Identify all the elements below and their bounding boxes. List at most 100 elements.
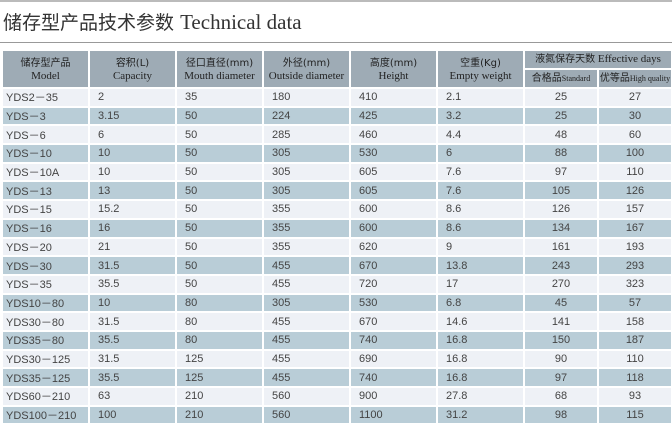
cell-height: 900 [351,388,436,405]
cell-mouth-diameter: 50 [177,145,262,162]
header-high-quality: 优等品High quality [599,70,671,87]
cell-days-high-quality: 167 [599,219,671,237]
header-capacity: 容积(L) Capacity [90,51,175,87]
cell-days-high-quality: 110 [599,350,671,368]
cell-outside-diameter: 180 [264,89,349,106]
cell-capacity: 21 [90,238,175,256]
cell-capacity: 3.15 [90,107,175,125]
header-model: 储存型产品 Model [3,51,88,87]
cell-outside-diameter: 455 [264,331,349,349]
cell-height: 690 [351,350,436,368]
cell-model: YDS100－210 [3,406,88,424]
table-row: YDS100－210 100 210 560 1100 31.2 98 115 [3,406,671,424]
cell-mouth-diameter: 50 [177,201,262,218]
cell-days-standard: 150 [525,331,597,349]
cell-model: YDS30－125 [3,350,88,368]
cell-height: 670 [351,313,436,330]
cell-height: 460 [351,126,436,144]
cell-capacity: 100 [90,406,175,424]
cell-mouth-diameter: 50 [177,275,262,293]
cell-days-high-quality: 100 [599,145,671,162]
cell-mouth-diameter: 50 [177,126,262,144]
table-row: YDS－35 35.5 50 455 720 17 270 323 [3,275,671,293]
cell-mouth-diameter: 80 [177,313,262,330]
technical-data-table: 储存型产品 Model 容积(L) Capacity 径口直径(mm) Mouth d… [1,49,672,425]
cell-height: 600 [351,201,436,218]
cell-height: 720 [351,275,436,293]
cell-days-standard: 97 [525,163,597,181]
top-rule [0,0,672,2]
cell-mouth-diameter: 50 [177,107,262,125]
cell-height: 740 [351,369,436,386]
cell-model: YDS－20 [3,238,88,256]
cell-empty-weight: 13.8 [438,257,523,274]
cell-capacity: 13 [90,182,175,200]
cell-days-standard: 126 [525,201,597,218]
cell-days-high-quality: 193 [599,238,671,256]
cell-days-standard: 88 [525,145,597,162]
table-row: YDS－20 21 50 355 620 9 161 193 [3,238,671,256]
cell-empty-weight: 8.6 [438,201,523,218]
cell-capacity: 2 [90,89,175,106]
cell-empty-weight: 7.6 [438,163,523,181]
cell-days-high-quality: 110 [599,163,671,181]
cell-capacity: 31.5 [90,257,175,274]
cell-mouth-diameter: 50 [177,219,262,237]
cell-mouth-diameter: 50 [177,257,262,274]
table-row: YDS2－35 2 35 180 410 2.1 25 27 [3,89,671,106]
cell-model: YDS60－210 [3,388,88,405]
cell-days-standard: 25 [525,107,597,125]
cell-mouth-diameter: 35 [177,89,262,106]
cell-empty-weight: 8.6 [438,219,523,237]
cell-empty-weight: 7.6 [438,182,523,200]
cell-mouth-diameter: 50 [177,163,262,181]
cell-model: YDS－15 [3,201,88,218]
cell-capacity: 15.2 [90,201,175,218]
cell-height: 425 [351,107,436,125]
cell-model: YDS35－80 [3,331,88,349]
cell-capacity: 31.5 [90,313,175,330]
cell-empty-weight: 16.8 [438,369,523,386]
cell-model: YDS－35 [3,275,88,293]
cell-capacity: 10 [90,163,175,181]
table-row: YDS－10 10 50 305 530 6 88 100 [3,145,671,162]
header-effective-days: 液氮保存天数 Effective days [525,51,671,68]
cell-days-standard: 98 [525,406,597,424]
cell-days-high-quality: 157 [599,201,671,218]
cell-empty-weight: 6 [438,145,523,162]
cell-model: YDS30－80 [3,313,88,330]
table-row: YDS10－80 10 80 305 530 6.8 45 57 [3,294,671,312]
cell-outside-diameter: 305 [264,182,349,200]
cell-empty-weight: 16.8 [438,331,523,349]
cell-height: 410 [351,89,436,106]
cell-height: 530 [351,294,436,312]
table-row: YDS－30 31.5 50 455 670 13.8 243 293 [3,257,671,274]
cell-height: 605 [351,182,436,200]
cell-model: YDS35－125 [3,369,88,386]
cell-mouth-diameter: 50 [177,238,262,256]
cell-model: YDS－6 [3,126,88,144]
cell-model: YDS10－80 [3,294,88,312]
table-row: YDS－6 6 50 285 460 4.4 48 60 [3,126,671,144]
cell-capacity: 35.5 [90,275,175,293]
cell-outside-diameter: 455 [264,275,349,293]
table-row: YDS－15 15.2 50 355 600 8.6 126 157 [3,201,671,218]
header-empty-weight: 空重(Kg) Empty weight [438,51,523,87]
cell-height: 530 [351,145,436,162]
header-mouth-diameter: 径口直径(mm) Mouth diameter [177,51,262,87]
cell-days-standard: 25 [525,89,597,106]
cell-outside-diameter: 560 [264,388,349,405]
cell-outside-diameter: 355 [264,201,349,218]
cell-days-standard: 270 [525,275,597,293]
cell-capacity: 6 [90,126,175,144]
cell-days-high-quality: 187 [599,331,671,349]
cell-days-high-quality: 158 [599,313,671,330]
header-standard: 合格品Standard [525,70,597,87]
table-row: YDS35－125 35.5 125 455 740 16.8 97 118 [3,369,671,386]
cell-outside-diameter: 305 [264,163,349,181]
cell-empty-weight: 6.8 [438,294,523,312]
cell-model: YDS－10 [3,145,88,162]
cell-model: YDS－13 [3,182,88,200]
table-row: YDS－13 13 50 305 605 7.6 105 126 [3,182,671,200]
cell-days-standard: 45 [525,294,597,312]
